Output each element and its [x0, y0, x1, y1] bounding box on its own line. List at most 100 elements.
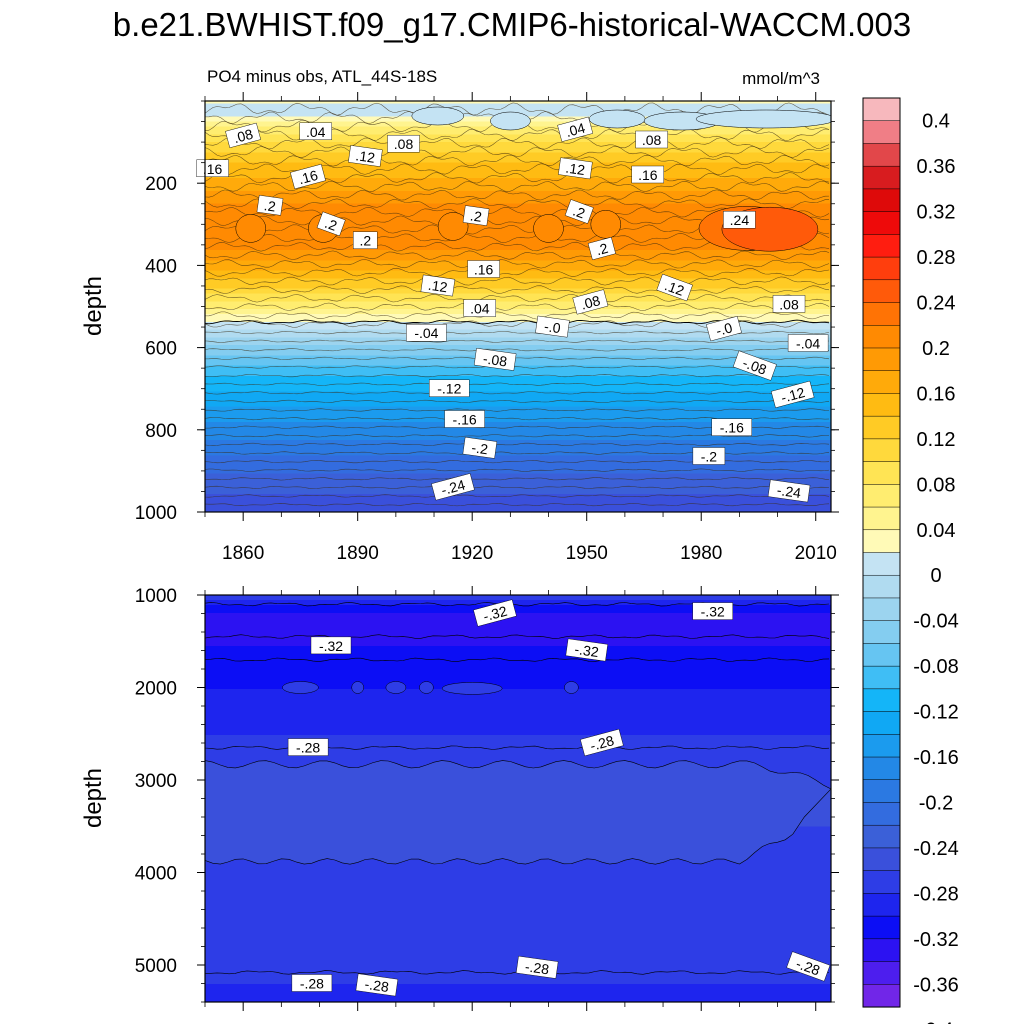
colorbar-swatch [862, 802, 901, 826]
contour-label-text: .08 [394, 136, 414, 152]
contour-label: -.32 [565, 638, 608, 662]
colorbar-tick-label: 0.08 [917, 474, 956, 496]
contour-label-box [572, 289, 609, 315]
contour-label-text: .12 [565, 160, 587, 179]
ytick-label: 2000 [135, 679, 177, 700]
surface-patch [695, 109, 831, 129]
contour-label-box [463, 299, 496, 317]
contour-line [205, 374, 830, 378]
contour-line [205, 267, 830, 277]
contour-label-text: .08 [642, 132, 662, 148]
contour-label-box [473, 599, 517, 627]
contour-label-box [580, 728, 624, 757]
contour-label: .04 [463, 299, 496, 317]
contour-label-box [786, 951, 831, 982]
surface-patch [490, 111, 531, 131]
colorbar-swatch [862, 484, 901, 508]
xtick-label: 1860 [222, 543, 264, 564]
xtick-label: 1890 [337, 543, 379, 564]
contour-label: .08 [572, 289, 609, 315]
lower-contour-lines [205, 601, 830, 975]
contour-label-text: -.04 [414, 325, 438, 341]
subtitle-units: mmol/m^3 [742, 69, 820, 88]
contour-label-box [316, 211, 346, 237]
contour-label-text: .24 [730, 212, 750, 228]
contour-line [205, 657, 830, 662]
colorbar: 0.4 0.36 0.32 0.28 0.24 0.2 0.16 0.12 0.08 0.04 0 -… [862, 97, 959, 1024]
contour-label-text: .12 [355, 147, 377, 166]
lower-contour-features [205, 681, 831, 865]
contour-label-box [291, 974, 333, 992]
ytick-label: 5000 [135, 956, 177, 977]
contour-label: .08 [225, 122, 261, 149]
contour-pocket [351, 681, 364, 694]
contour-label: .2 [462, 205, 490, 226]
contour-pocket [564, 681, 579, 694]
contour-label-text: .2 [469, 207, 483, 224]
contour-label: -.28 [287, 738, 329, 756]
colorbar-swatch [862, 302, 901, 326]
contour-label-text: -.32 [574, 641, 600, 660]
contour-label: .12 [348, 145, 383, 167]
contour-label: -.04 [787, 334, 829, 352]
colorbar-swatch [862, 574, 901, 599]
contour-label: -.08 [732, 350, 777, 381]
ytick-label: 1000 [135, 586, 177, 607]
contour-label-text: .12 [663, 277, 687, 299]
ytick-label: 1000 [135, 503, 177, 524]
contour-label: .16 [290, 163, 326, 190]
contour-label: .04 [557, 116, 594, 142]
contour-line [205, 970, 830, 975]
contour-label: .08 [387, 134, 420, 153]
contour-pocket [385, 681, 407, 694]
contour-label-text: .2 [359, 233, 371, 249]
xtick-label: 1980 [680, 543, 722, 564]
contour-line [205, 198, 830, 209]
contour-label-text: -.28 [794, 955, 822, 978]
contour-label-text: .16 [638, 167, 658, 183]
contour-line [205, 399, 830, 403]
contour-label-box [467, 260, 500, 278]
colorbar-swatch [862, 415, 901, 440]
contour-label: -.28 [291, 974, 333, 992]
contour-label-text: .2 [571, 202, 588, 221]
colorbar-tick-label: -0.28 [913, 883, 959, 905]
colorbar-swatch [862, 711, 901, 735]
colorbar-tick-label: -0.32 [913, 929, 959, 951]
contour-line [205, 102, 830, 116]
contour-label-box [535, 315, 570, 338]
contour-label-text: .2 [263, 197, 277, 214]
contour-label-box [431, 473, 475, 501]
surface-patch [588, 109, 646, 129]
colorbar-swatch [862, 438, 901, 463]
contour-label-text: .12 [427, 277, 449, 296]
contour-line [205, 434, 829, 438]
subtitle-left: PO4 minus obs, ATL_44S-18S [207, 67, 437, 86]
contour-label-text: -.04 [796, 336, 820, 352]
contour-label: .04 [299, 122, 332, 141]
contour-label-text: -.32 [701, 604, 725, 620]
contour-label-box [706, 316, 742, 342]
contour-core [590, 210, 622, 239]
contour-label-text: .2 [323, 215, 340, 234]
ytick-label: 400 [145, 256, 177, 277]
contour-label: .12 [558, 157, 593, 180]
contour-core [533, 214, 564, 243]
contour-line [205, 477, 830, 481]
contour-label-box [462, 436, 498, 459]
contour-label-box [772, 295, 806, 313]
contour-line [205, 365, 830, 369]
contour-label: -.12 [770, 380, 815, 409]
colorbar-tick-label: 0.36 [917, 156, 956, 178]
contour-label: -.28 [580, 728, 624, 757]
colorbar-tick-label: -0.16 [913, 747, 959, 769]
contour-label-box [656, 273, 693, 302]
contour-line [205, 503, 830, 507]
contour-label: -.28 [786, 951, 831, 982]
contour-label-text: -.08 [741, 354, 769, 377]
colorbar-swatch [862, 188, 901, 213]
colorbar-swatch [862, 506, 901, 531]
contour-core [235, 214, 267, 243]
contour-label-text: -.0 [543, 318, 562, 336]
contour-line [205, 154, 830, 167]
